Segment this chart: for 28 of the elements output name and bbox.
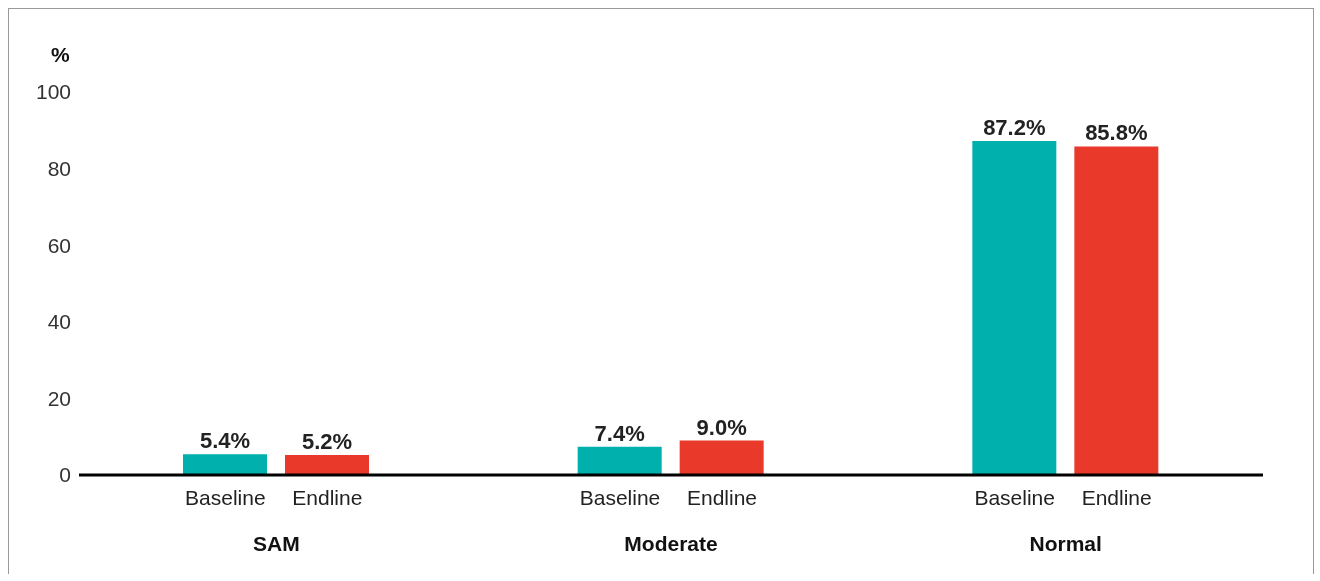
text: Baseline [974, 486, 1055, 509]
data-label: 5.2% [301, 429, 353, 455]
bar [679, 440, 764, 475]
x-tick-label: Moderate [624, 532, 718, 555]
data-label: 87.2% [983, 115, 1046, 141]
data-label: 85.8% [1085, 120, 1148, 146]
y-tick-label: 60 [47, 233, 71, 257]
y-tick-label: 20 [47, 386, 71, 410]
y-tick-label: 80 [47, 157, 71, 181]
bar [577, 446, 662, 475]
y-axis-title: % [51, 43, 70, 67]
y-tick-label: 40 [47, 310, 71, 334]
data-label: 5.4% [199, 428, 251, 454]
bar [1074, 146, 1159, 475]
bar [183, 454, 267, 475]
text: Baseline [579, 486, 661, 509]
data-label: 7.4% [594, 420, 645, 446]
bar [972, 141, 1057, 475]
text: Endline [686, 486, 758, 509]
series-label: Endline [292, 486, 363, 509]
text: Endline [1081, 486, 1152, 509]
x-tick-label: SAM [253, 532, 300, 555]
y-tick-label: 100 [35, 80, 71, 104]
bar [285, 455, 369, 475]
data-label: 9.0% [696, 414, 747, 440]
y-tick-label: 0 [59, 463, 71, 487]
series-label: Baseline [185, 486, 266, 509]
x-tick-label: Normal [1029, 532, 1102, 555]
